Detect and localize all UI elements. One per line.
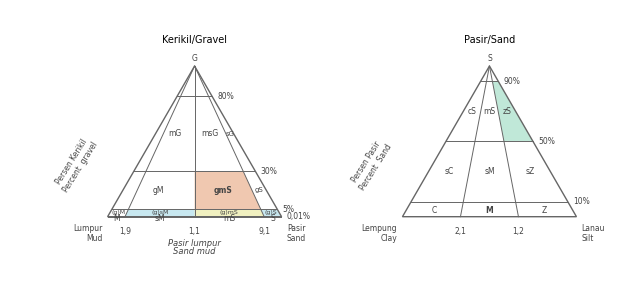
- Text: sC: sC: [444, 167, 453, 176]
- Text: sM: sM: [154, 214, 165, 223]
- Text: M: M: [486, 206, 494, 215]
- Text: (g)M: (g)M: [112, 210, 126, 215]
- Text: 10%: 10%: [573, 197, 590, 206]
- Text: mG: mG: [169, 129, 181, 138]
- Text: 0,01%: 0,01%: [287, 212, 311, 221]
- Text: Lumpur
Mud: Lumpur Mud: [73, 224, 103, 243]
- Text: 5%: 5%: [283, 205, 294, 214]
- Text: (g)mS: (g)mS: [219, 210, 238, 215]
- Text: sZ: sZ: [526, 167, 535, 176]
- Polygon shape: [261, 209, 281, 216]
- Text: 80%: 80%: [217, 92, 234, 101]
- Text: 1,2: 1,2: [513, 227, 524, 236]
- Text: gM: gM: [153, 186, 165, 195]
- Text: cS: cS: [468, 107, 476, 116]
- Text: S: S: [271, 214, 275, 223]
- Text: M: M: [113, 214, 120, 223]
- Text: C: C: [432, 206, 437, 215]
- Text: 1,9: 1,9: [119, 227, 131, 236]
- Text: (g)sM: (g)sM: [152, 210, 169, 215]
- Text: 90%: 90%: [503, 77, 520, 85]
- Text: Pasir/Sand: Pasir/Sand: [464, 35, 515, 45]
- Polygon shape: [492, 81, 533, 141]
- Text: 30%: 30%: [261, 167, 278, 176]
- Text: gmS: gmS: [214, 186, 233, 195]
- Text: Kerikil/Gravel: Kerikil/Gravel: [162, 35, 227, 45]
- Text: Lanau
Silt: Lanau Silt: [581, 224, 605, 243]
- Polygon shape: [195, 209, 264, 216]
- Polygon shape: [125, 209, 195, 216]
- Text: 50%: 50%: [538, 137, 555, 146]
- Text: 2,1: 2,1: [454, 227, 467, 236]
- Polygon shape: [195, 172, 261, 209]
- Text: mS: mS: [223, 214, 235, 223]
- Text: Persen Kerikil
Percent  gravel: Persen Kerikil Percent gravel: [53, 135, 100, 194]
- Text: msG: msG: [202, 129, 219, 138]
- Text: 9,1: 9,1: [258, 227, 271, 236]
- Text: Sand mud: Sand mud: [173, 247, 216, 256]
- Text: sM: sM: [484, 167, 495, 176]
- Text: 1,1: 1,1: [188, 227, 201, 236]
- Text: (g)S: (g)S: [265, 210, 277, 215]
- Text: S: S: [487, 54, 492, 62]
- Text: Lempung
Clay: Lempung Clay: [362, 224, 397, 243]
- Text: Z: Z: [542, 206, 547, 215]
- Text: G: G: [192, 54, 197, 62]
- Text: zS: zS: [503, 107, 512, 116]
- Text: sG: sG: [226, 131, 235, 137]
- Text: mS: mS: [483, 107, 495, 116]
- Text: Pasir
Sand: Pasir Sand: [287, 224, 306, 243]
- Text: Persen Pasir
Percent  Sand: Persen Pasir Percent Sand: [349, 137, 394, 192]
- Text: Pasir lumpur: Pasir lumpur: [168, 239, 221, 248]
- Text: gS: gS: [255, 187, 263, 193]
